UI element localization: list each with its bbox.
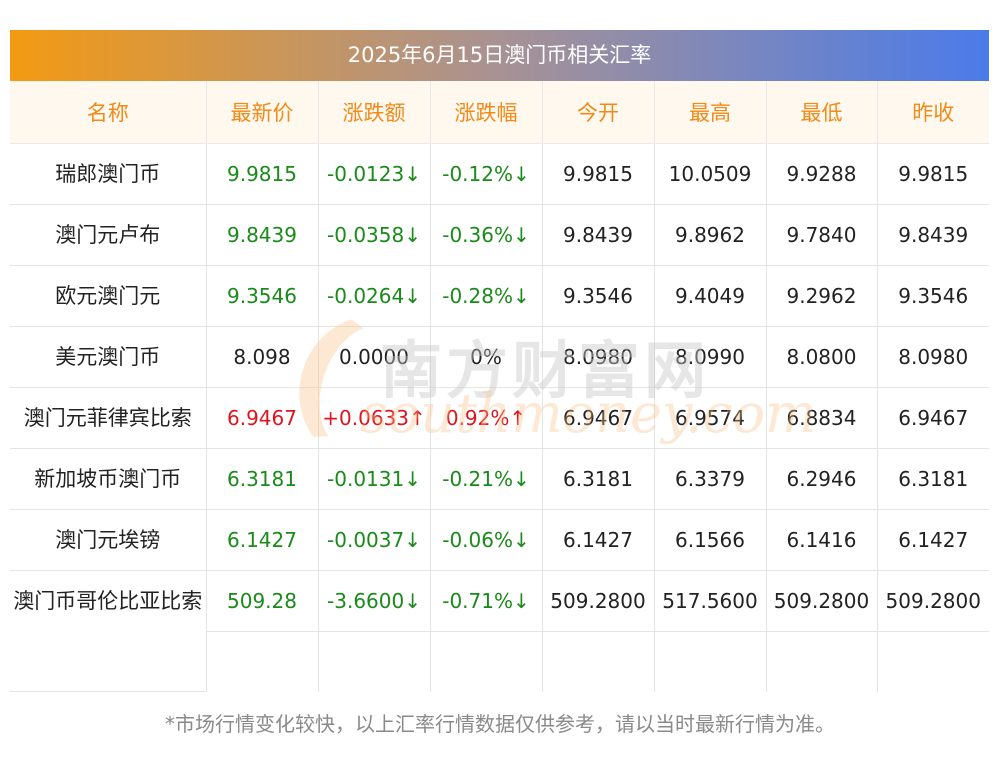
col-header-high: 最高 — [654, 81, 767, 144]
cell-high: 8.0990 — [654, 326, 767, 388]
cell-prev: 509.2800 — [877, 570, 989, 692]
cell-latest: 6.1427 — [206, 509, 319, 571]
cell-pct: -0.06%↓ — [430, 509, 543, 571]
table-row: 欧元澳门元 9.3546 -0.0264↓ -0.28%↓ 9.3546 9.4049 9.… — [10, 265, 989, 327]
cell-high: 6.3379 — [654, 448, 767, 510]
cell-prev: 8.0980 — [877, 326, 989, 388]
table-row: 澳门币哥伦比亚比索 509.28 -3.6600↓ -0.71%↓ 509.2800 51… — [10, 570, 989, 692]
cell-pct: -0.12%↓ — [430, 143, 543, 205]
col-header-latest: 最新价 — [206, 81, 319, 144]
cell-change: -0.0264↓ — [318, 265, 431, 327]
cell-name: 欧元澳门元 — [10, 265, 207, 327]
table-row: 澳门元菲律宾比索 6.9467 +0.0633↑ 0.92%↑ 6.9467 6.9574… — [10, 387, 989, 449]
cell-latest: 9.9815 — [206, 143, 319, 205]
cell-name: 澳门币哥伦比亚比索 — [10, 570, 207, 692]
cell-high: 6.9574 — [654, 387, 767, 449]
cell-name: 澳门元埃镑 — [10, 509, 207, 571]
col-header-name: 名称 — [10, 81, 207, 144]
col-header-low: 最低 — [766, 81, 878, 144]
col-header-change: 涨跌额 — [318, 81, 431, 144]
cell-high: 10.0509 — [654, 143, 767, 205]
cell-name: 瑞郎澳门币 — [10, 143, 207, 205]
cell-latest: 509.28 — [206, 570, 319, 692]
cell-prev: 9.8439 — [877, 204, 989, 266]
cell-pct: 0.92%↑ — [430, 387, 543, 449]
cell-latest: 6.3181 — [206, 448, 319, 510]
cell-open: 8.0980 — [542, 326, 655, 388]
cell-high: 9.4049 — [654, 265, 767, 327]
col-header-prev: 昨收 — [877, 81, 989, 144]
cell-latest: 6.9467 — [206, 387, 319, 449]
cell-name: 澳门元卢布 — [10, 204, 207, 266]
table-row: 美元澳门币 8.098 0.0000 0% 8.0980 8.0990 8.0800 8.09… — [10, 326, 989, 388]
col-header-open: 今开 — [542, 81, 655, 144]
cell-pct: -0.71%↓ — [430, 570, 543, 692]
cell-change: -0.0123↓ — [318, 143, 431, 205]
cell-open: 509.2800 — [542, 570, 655, 692]
cell-prev: 6.3181 — [877, 448, 989, 510]
cell-low: 6.1416 — [766, 509, 878, 571]
header-row: 名称 最新价 涨跌额 涨跌幅 今开 最高 最低 昨收 — [10, 81, 989, 144]
rate-table-panel: 2025年6月15日澳门币相关汇率 名称 最新价 涨跌额 涨跌幅 今开 最高 最… — [10, 30, 989, 692]
cell-pct: -0.28%↓ — [430, 265, 543, 327]
cell-prev: 9.9815 — [877, 143, 989, 205]
cell-name: 澳门元菲律宾比索 — [10, 387, 207, 449]
rate-table: 名称 最新价 涨跌额 涨跌幅 今开 最高 最低 昨收 瑞郎澳门币 9.9815 -0… — [10, 81, 989, 692]
cell-high: 9.8962 — [654, 204, 767, 266]
cell-change: +0.0633↑ — [318, 387, 431, 449]
cell-high: 517.5600 — [654, 570, 767, 692]
cell-latest: 9.3546 — [206, 265, 319, 327]
table-row: 澳门元埃镑 6.1427 -0.0037↓ -0.06%↓ 6.1427 6.1566 6.… — [10, 509, 989, 571]
cell-change: -3.6600↓ — [318, 570, 431, 692]
cell-low: 8.0800 — [766, 326, 878, 388]
cell-change: -0.0037↓ — [318, 509, 431, 571]
cell-low: 509.2800 — [766, 570, 878, 692]
cell-open: 6.1427 — [542, 509, 655, 571]
col-header-pct: 涨跌幅 — [430, 81, 543, 144]
table-row: 新加坡币澳门币 6.3181 -0.0131↓ -0.21%↓ 6.3181 6.3379… — [10, 448, 989, 510]
cell-prev: 9.3546 — [877, 265, 989, 327]
cell-change: -0.0131↓ — [318, 448, 431, 510]
table-title: 2025年6月15日澳门币相关汇率 — [10, 30, 989, 81]
table-row: 瑞郎澳门币 9.9815 -0.0123↓ -0.12%↓ 9.9815 10.0509 9… — [10, 143, 989, 205]
cell-open: 9.9815 — [542, 143, 655, 205]
cell-latest: 8.098 — [206, 326, 319, 388]
cell-change: 0.0000 — [318, 326, 431, 388]
cell-low: 9.9288 — [766, 143, 878, 205]
cell-prev: 6.1427 — [877, 509, 989, 571]
cell-prev: 6.9467 — [877, 387, 989, 449]
table-row: 澳门元卢布 9.8439 -0.0358↓ -0.36%↓ 9.8439 9.8962 9.… — [10, 204, 989, 266]
cell-low: 9.7840 — [766, 204, 878, 266]
cell-open: 9.8439 — [542, 204, 655, 266]
cell-open: 9.3546 — [542, 265, 655, 327]
cell-open: 6.9467 — [542, 387, 655, 449]
cell-pct: -0.36%↓ — [430, 204, 543, 266]
cell-low: 6.8834 — [766, 387, 878, 449]
cell-pct: -0.21%↓ — [430, 448, 543, 510]
cell-latest: 9.8439 — [206, 204, 319, 266]
cell-low: 9.2962 — [766, 265, 878, 327]
cell-name: 美元澳门币 — [10, 326, 207, 388]
cell-low: 6.2946 — [766, 448, 878, 510]
cell-high: 6.1566 — [654, 509, 767, 571]
disclaimer-footnote: *市场行情变化较快，以上汇率行情数据仅供参考，请以当时最新行情为准。 — [165, 712, 835, 736]
cell-change: -0.0358↓ — [318, 204, 431, 266]
cell-open: 6.3181 — [542, 448, 655, 510]
cell-name: 新加坡币澳门币 — [10, 448, 207, 510]
cell-pct: 0% — [430, 326, 543, 388]
